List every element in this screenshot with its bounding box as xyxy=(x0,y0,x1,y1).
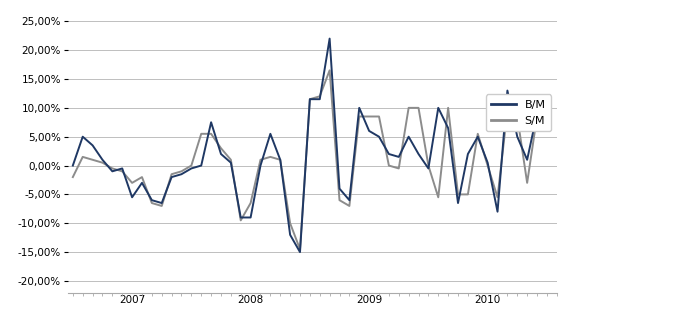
S/M xyxy=(503,109,511,113)
B/M xyxy=(444,126,452,130)
S/M xyxy=(276,158,285,162)
S/M xyxy=(148,201,156,205)
B/M xyxy=(177,172,185,176)
B/M xyxy=(394,155,403,159)
B/M xyxy=(69,163,77,167)
S/M xyxy=(88,158,96,162)
S/M xyxy=(405,106,413,110)
S/M xyxy=(187,163,196,167)
B/M xyxy=(414,152,422,156)
B/M xyxy=(523,158,531,162)
B/M xyxy=(108,169,116,173)
S/M xyxy=(533,114,541,118)
S/M xyxy=(513,114,521,118)
B/M xyxy=(266,132,274,136)
B/M xyxy=(148,198,156,202)
S/M xyxy=(177,169,185,173)
S/M xyxy=(434,195,442,199)
B/M xyxy=(454,201,462,205)
B/M xyxy=(257,163,265,167)
B/M xyxy=(296,250,304,254)
S/M xyxy=(375,114,383,118)
B/M xyxy=(187,166,196,170)
S/M xyxy=(483,163,492,167)
S/M xyxy=(454,192,462,196)
S/M xyxy=(217,146,225,150)
S/M xyxy=(138,175,146,179)
B/M xyxy=(533,112,541,116)
B/M xyxy=(513,135,521,139)
B/M xyxy=(128,195,136,199)
S/M xyxy=(227,158,235,162)
S/M xyxy=(168,172,176,176)
B/M xyxy=(365,129,373,133)
S/M xyxy=(444,106,452,110)
S/M xyxy=(79,155,87,159)
S/M xyxy=(474,132,482,136)
S/M xyxy=(394,166,403,170)
B/M xyxy=(464,152,472,156)
B/M xyxy=(355,106,363,110)
B/M xyxy=(197,163,205,167)
S/M xyxy=(246,201,255,205)
S/M xyxy=(98,161,107,165)
B/M xyxy=(158,201,166,205)
B/M xyxy=(424,166,433,170)
S/M xyxy=(346,204,354,208)
B/M xyxy=(474,135,482,139)
B/M xyxy=(276,158,285,162)
B/M xyxy=(138,181,146,185)
B/M xyxy=(88,143,96,147)
S/M xyxy=(158,204,166,208)
S/M xyxy=(128,181,136,185)
B/M xyxy=(79,135,87,139)
B/M xyxy=(306,97,314,101)
S/M xyxy=(335,198,344,202)
B/M xyxy=(335,187,344,190)
B/M xyxy=(434,106,442,110)
B/M xyxy=(168,175,176,179)
B/M xyxy=(346,198,354,202)
S/M xyxy=(306,97,314,101)
B/M xyxy=(503,89,511,93)
Line: S/M: S/M xyxy=(73,70,537,249)
B/M xyxy=(286,233,294,237)
B/M xyxy=(118,166,126,170)
S/M xyxy=(207,132,215,136)
B/M xyxy=(246,215,255,219)
B/M xyxy=(237,215,245,219)
S/M xyxy=(385,163,393,167)
S/M xyxy=(108,166,116,170)
B/M xyxy=(483,161,492,165)
S/M xyxy=(237,218,245,222)
B/M xyxy=(494,210,502,214)
S/M xyxy=(316,94,324,98)
S/M xyxy=(118,169,126,173)
B/M xyxy=(227,161,235,165)
S/M xyxy=(365,114,373,118)
S/M xyxy=(494,195,502,199)
Legend: B/M, S/M: B/M, S/M xyxy=(485,95,551,131)
B/M xyxy=(98,158,107,162)
S/M xyxy=(414,106,422,110)
S/M xyxy=(464,192,472,196)
S/M xyxy=(296,247,304,251)
S/M xyxy=(286,221,294,225)
S/M xyxy=(355,114,363,118)
B/M xyxy=(316,97,324,101)
B/M xyxy=(217,152,225,156)
B/M xyxy=(207,120,215,124)
S/M xyxy=(69,175,77,179)
B/M xyxy=(405,135,413,139)
S/M xyxy=(424,163,433,167)
B/M xyxy=(325,37,333,41)
S/M xyxy=(325,68,333,72)
B/M xyxy=(375,135,383,139)
S/M xyxy=(197,132,205,136)
B/M xyxy=(385,152,393,156)
S/M xyxy=(523,181,531,185)
S/M xyxy=(266,155,274,159)
S/M xyxy=(257,158,265,162)
Line: B/M: B/M xyxy=(73,39,537,252)
